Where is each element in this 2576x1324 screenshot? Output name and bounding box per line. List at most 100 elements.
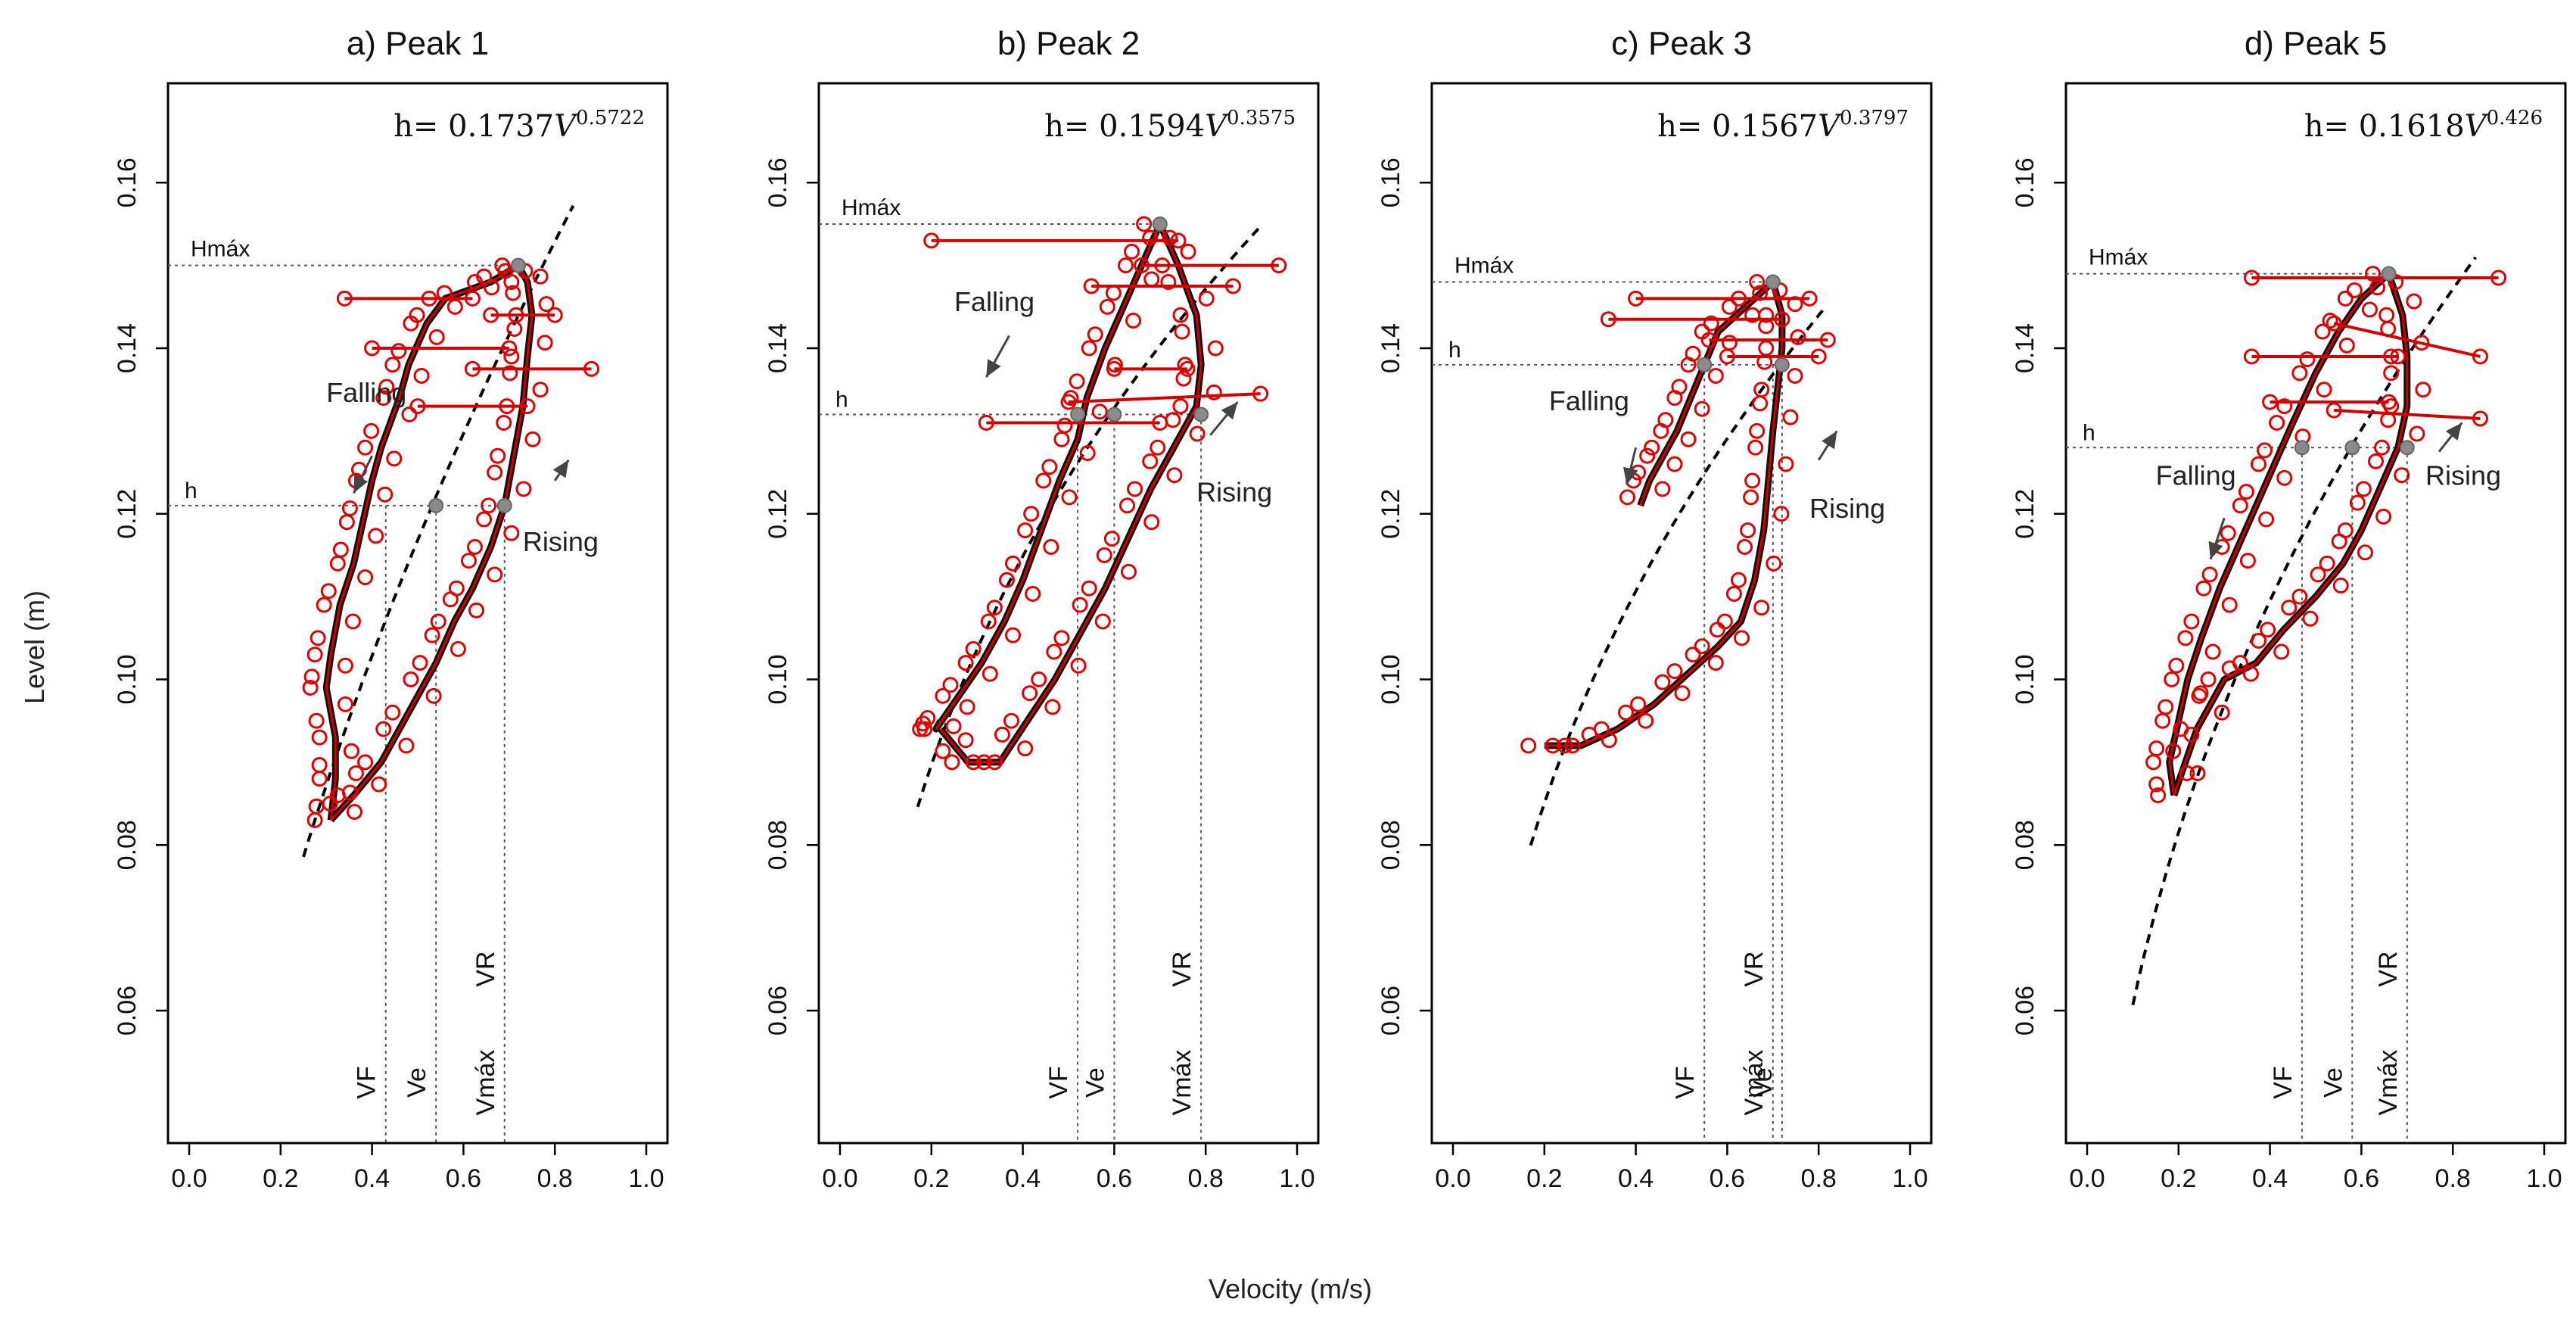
data-point: [311, 771, 328, 787]
data-point: [364, 340, 381, 357]
data-point: [1666, 456, 1683, 472]
y-tick-label: 0.12: [113, 489, 142, 539]
y-tick-label: 0.16: [2011, 157, 2039, 207]
data-point: [424, 627, 440, 643]
data-point: [532, 268, 549, 285]
data-point: [942, 677, 959, 693]
data-point: [1069, 373, 1085, 390]
data-point: [1749, 274, 1766, 290]
data-point: [1694, 400, 1710, 417]
data-point: [1103, 531, 1120, 547]
data-point: [344, 613, 361, 630]
data-point: [1022, 685, 1038, 702]
annotation-label: Rising: [523, 526, 599, 557]
y-tick-label: 0.14: [1377, 323, 1405, 373]
equation-exponent: 0.3575: [1227, 107, 1296, 129]
data-point: [2154, 712, 2171, 729]
data-point: [1189, 425, 1206, 442]
v-ref-label: VF: [2269, 1066, 2298, 1098]
data-point: [2260, 622, 2276, 638]
data-point: [1060, 394, 1077, 410]
data-point: [2406, 293, 2422, 310]
data-point: [2394, 467, 2410, 484]
data-point: [1747, 439, 1764, 456]
x-tick-label: 0.6: [2344, 1164, 2379, 1193]
data-point: [1666, 390, 1683, 407]
data-point: [1773, 506, 1790, 522]
data-point: [1142, 229, 1159, 246]
x-tick-label: 0.6: [1710, 1164, 1745, 1193]
key-point-marker: [1152, 216, 1168, 232]
data-point: [1674, 685, 1691, 702]
data-point: [401, 407, 418, 422]
y-tick-label: 0.16: [764, 157, 792, 207]
data-point: [2472, 348, 2488, 365]
data-point: [1198, 290, 1215, 307]
data-point: [450, 640, 466, 657]
y-tick-label: 0.06: [1377, 986, 1405, 1036]
data-point: [1725, 585, 1742, 602]
data-point: [546, 307, 563, 323]
horizontal-excursion: [1068, 392, 1261, 404]
data-point: [490, 447, 506, 464]
x-tick-label: 0.4: [2252, 1164, 2288, 1193]
data-point: [386, 450, 403, 467]
data-point: [316, 597, 332, 613]
data-point: [1091, 403, 1108, 420]
data-point: [1252, 385, 1269, 402]
fit-equation: h= 0.1737V0.5722: [394, 107, 645, 144]
data-point: [1707, 655, 1724, 671]
data-point: [503, 525, 520, 541]
data-point: [1172, 398, 1189, 415]
data-point: [1096, 547, 1112, 563]
data-point: [1593, 721, 1610, 737]
data-point: [1136, 216, 1153, 232]
data-point: [2365, 266, 2381, 282]
panel-title: b) Peak 2: [997, 25, 1140, 62]
data-point: [1127, 481, 1143, 497]
data-point: [1003, 712, 1019, 729]
key-point-marker: [1765, 274, 1781, 290]
data-point: [2273, 643, 2290, 660]
data-point: [2189, 765, 2206, 781]
hmax-label: Hmáx: [1454, 254, 1514, 279]
data-point: [2145, 754, 2162, 771]
data-point: [532, 382, 549, 398]
data-point: [302, 679, 319, 696]
data-point: [2251, 632, 2266, 649]
x-tick-label: 0.6: [1097, 1164, 1132, 1193]
data-point: [1043, 539, 1059, 555]
data-point: [1810, 348, 1827, 365]
data-point: [467, 539, 483, 555]
plot-frame: [2064, 82, 2567, 1145]
key-point-marker: [1106, 407, 1122, 422]
data-point: [460, 553, 477, 569]
fit-equation: h= 0.1567V0.3797: [1657, 107, 1909, 144]
v-ref-label: Ve: [1749, 1067, 1778, 1098]
fit-curve: [2131, 256, 2478, 1006]
data-point: [965, 754, 982, 771]
v-ref-label: VR: [2374, 951, 2403, 986]
data-point: [2472, 410, 2488, 427]
data-point: [994, 726, 1010, 743]
data-point: [2409, 425, 2425, 442]
panel-1: a) Peak 1 h= 0.1737V0.5722 0.0 0.2 0.4 0.6 0.8…: [113, 25, 669, 1193]
v-ref-label: Ve: [1081, 1067, 1109, 1098]
x-tick-label: 0.4: [1618, 1164, 1654, 1193]
data-point: [1801, 290, 1818, 307]
y-tick-label: 0.08: [2011, 820, 2039, 870]
data-point: [476, 511, 493, 528]
data-point: [1819, 332, 1836, 348]
data-point: [2378, 307, 2395, 323]
annotation-label: Falling: [954, 286, 1034, 317]
data-point: [336, 290, 353, 307]
data-point: [311, 729, 328, 746]
data-point: [959, 699, 975, 715]
data-point: [425, 687, 442, 704]
data-point: [2232, 497, 2248, 514]
annotation-label: Falling: [2156, 460, 2236, 491]
data-point: [2415, 382, 2431, 398]
data-point: [2214, 704, 2230, 721]
data-point: [487, 566, 503, 583]
data-point: [978, 414, 994, 431]
